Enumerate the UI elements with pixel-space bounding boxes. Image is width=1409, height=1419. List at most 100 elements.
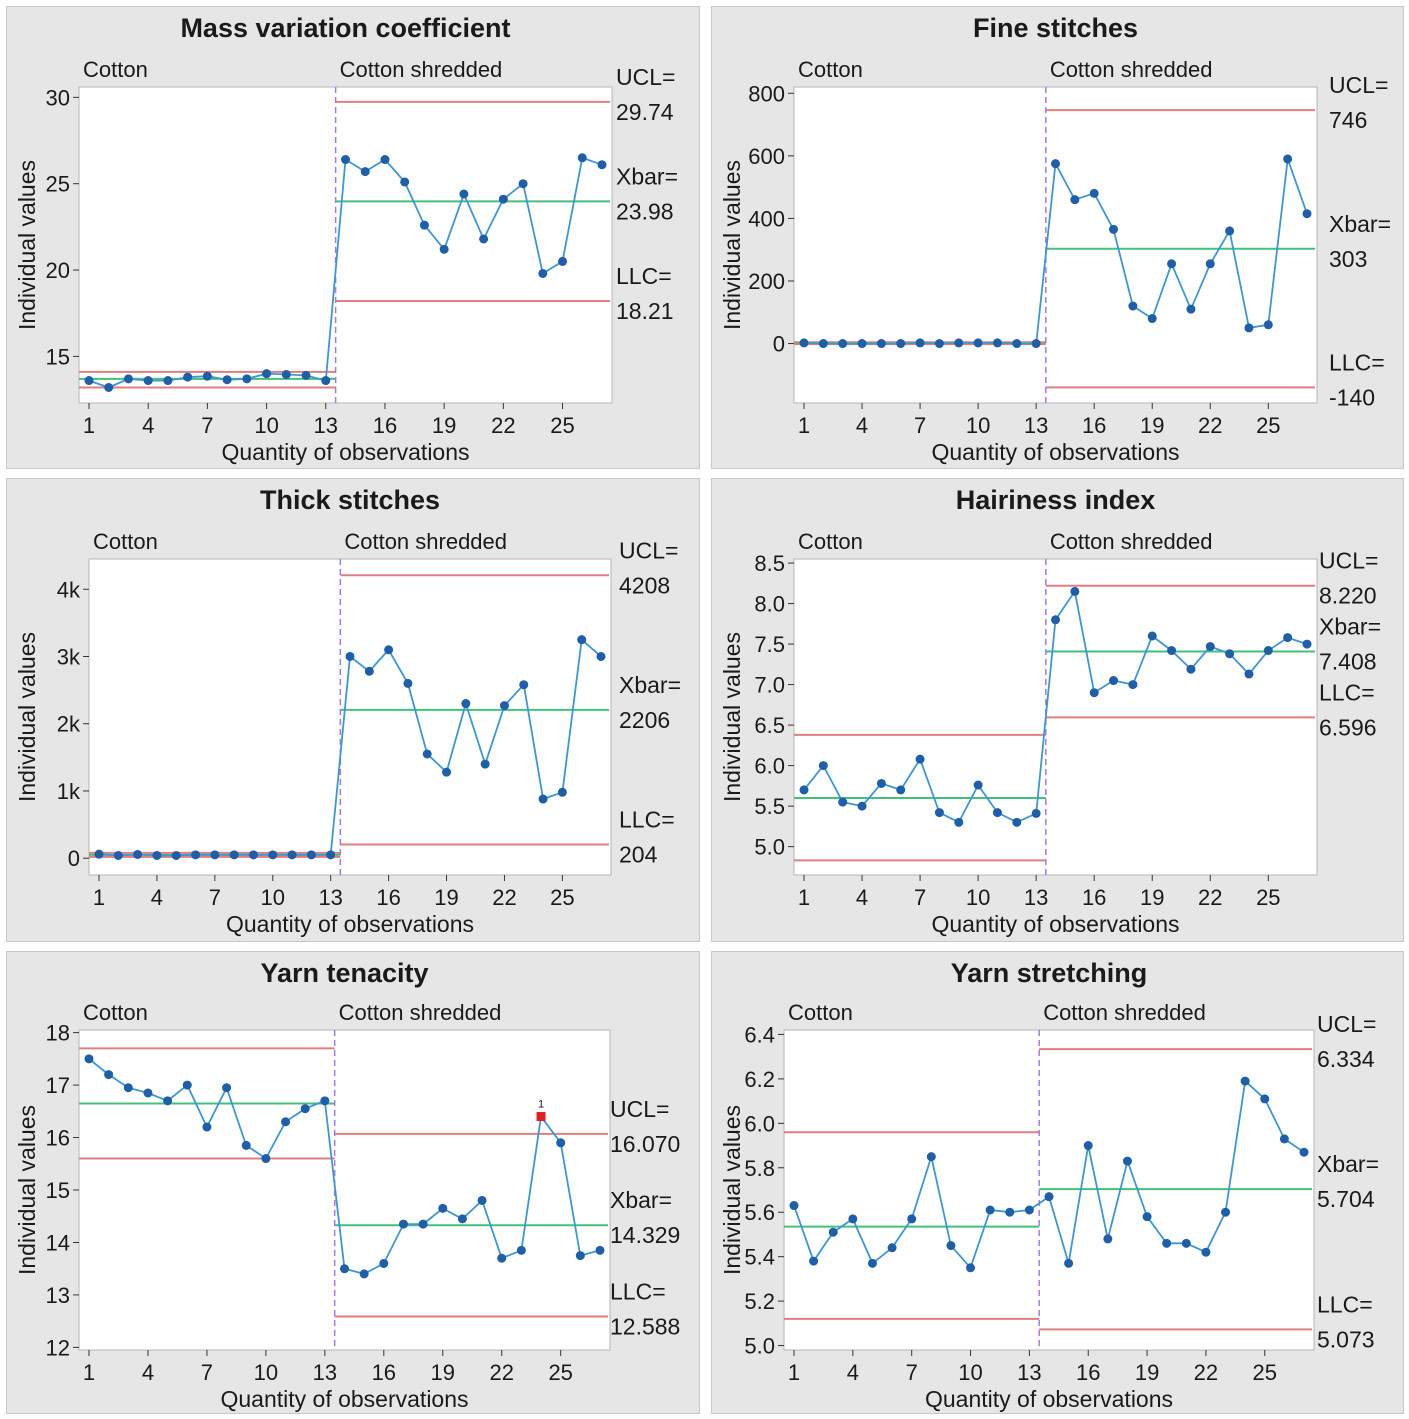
ucl-side-value: 16.070: [610, 1131, 680, 1157]
y-tick-label: 17: [46, 1073, 70, 1098]
group-label-cotton: Cotton: [83, 1000, 148, 1025]
x-tick-label: 7: [906, 1360, 918, 1385]
lcl-side-label: LLC=: [1319, 679, 1375, 705]
x-tick-label: 25: [1253, 1360, 1277, 1385]
x-tick-label: 10: [254, 413, 278, 438]
data-point: [838, 339, 848, 349]
data-point: [558, 256, 568, 266]
data-point: [418, 1219, 428, 1229]
lcl-side-label: LLC=: [1317, 1291, 1373, 1317]
data-point: [934, 339, 944, 349]
data-point: [1103, 1234, 1113, 1244]
x-tick-label: 22: [491, 413, 515, 438]
data-point: [345, 651, 355, 661]
x-tick-label: 4: [856, 413, 868, 438]
data-point: [301, 370, 311, 380]
x-tick-label: 25: [1256, 413, 1280, 438]
y-tick-label: 5.4: [744, 1245, 775, 1270]
x-tick-label: 4: [856, 885, 868, 910]
data-point: [84, 376, 94, 386]
y-tick-label: 13: [46, 1283, 70, 1308]
y-tick-label: 6.0: [754, 754, 785, 779]
x-tick-label: 1: [83, 1360, 95, 1385]
data-point: [403, 678, 413, 688]
lcl-side-label: LLC=: [1329, 349, 1385, 375]
data-point: [1167, 259, 1177, 269]
y-tick-label: 12: [46, 1335, 70, 1360]
chart-title: Fine stitches: [973, 13, 1138, 43]
data-point: [1044, 1192, 1054, 1202]
x-tick-label: 22: [1194, 1360, 1218, 1385]
data-point: [152, 851, 162, 861]
data-point: [597, 160, 607, 170]
data-point: [1064, 1258, 1074, 1268]
y-tick-label: 5.8: [744, 1156, 775, 1181]
y-tick-label: 16: [46, 1126, 70, 1151]
lcl-side-value: 12.588: [610, 1314, 680, 1340]
y-tick-label: 600: [748, 144, 785, 169]
data-point: [799, 785, 809, 795]
data-point: [1051, 159, 1060, 169]
plot-area: [78, 86, 613, 404]
data-point: [261, 1154, 271, 1164]
data-point: [896, 785, 906, 795]
data-point: [191, 850, 201, 860]
y-tick-label: 3k: [57, 644, 81, 669]
y-tick-label: 14: [46, 1230, 70, 1255]
chart-title: Hairiness index: [956, 485, 1156, 515]
data-point: [876, 339, 886, 349]
data-point: [1031, 808, 1041, 818]
x-axis-label: Quantity of observations: [221, 439, 469, 465]
data-point: [340, 1264, 349, 1274]
y-tick-label: 5.0: [754, 835, 785, 860]
data-point: [838, 797, 848, 807]
data-point: [287, 850, 297, 860]
data-point: [1147, 631, 1157, 641]
data-point: [1070, 586, 1080, 596]
x-axis-label: Quantity of observations: [226, 911, 474, 937]
data-point: [828, 1227, 838, 1237]
group-label-cotton-shredded: Cotton shredded: [340, 57, 503, 82]
y-tick-label: 0: [773, 332, 785, 357]
ucl-side-value: 8.220: [1319, 583, 1377, 609]
data-point: [857, 339, 867, 349]
y-tick-label: 30: [46, 85, 70, 110]
x-tick-label: 10: [966, 413, 990, 438]
x-tick-label: 16: [1082, 885, 1106, 910]
ucl-side-label: UCL=: [1319, 548, 1378, 574]
x-tick-label: 7: [201, 413, 213, 438]
data-point: [306, 850, 316, 860]
x-tick-label: 13: [313, 1360, 337, 1385]
data-point: [398, 1219, 408, 1229]
x-tick-label: 19: [1135, 1360, 1159, 1385]
data-point: [1279, 1134, 1289, 1144]
data-point: [1142, 1212, 1152, 1222]
data-point: [867, 1258, 877, 1268]
data-point: [104, 382, 114, 392]
center-side-value: 303: [1329, 246, 1367, 272]
data-point: [1244, 323, 1254, 333]
data-point: [1263, 320, 1273, 330]
y-tick-label: 5.5: [754, 794, 785, 819]
data-point: [222, 1083, 232, 1093]
plot-area: [793, 86, 1318, 404]
x-tick-label: 22: [489, 1360, 513, 1385]
data-point: [556, 1138, 566, 1148]
data-point: [992, 338, 1002, 348]
y-tick-label: 18: [46, 1021, 70, 1046]
data-point: [848, 1214, 858, 1224]
data-point: [1263, 646, 1273, 656]
y-tick-label: 200: [748, 269, 785, 294]
data-point: [596, 651, 606, 661]
center-side-label: Xbar=: [619, 672, 681, 698]
data-point: [461, 699, 471, 709]
data-point: [477, 1195, 487, 1205]
y-tick-label: 1k: [57, 779, 81, 804]
data-point: [1024, 1205, 1034, 1215]
data-point: [1128, 301, 1138, 311]
data-point: [320, 1096, 330, 1106]
x-tick-label: 13: [1024, 413, 1048, 438]
group-label-cotton: Cotton: [93, 529, 158, 554]
y-tick-label: 4k: [57, 577, 81, 602]
x-tick-label: 1: [83, 413, 95, 438]
